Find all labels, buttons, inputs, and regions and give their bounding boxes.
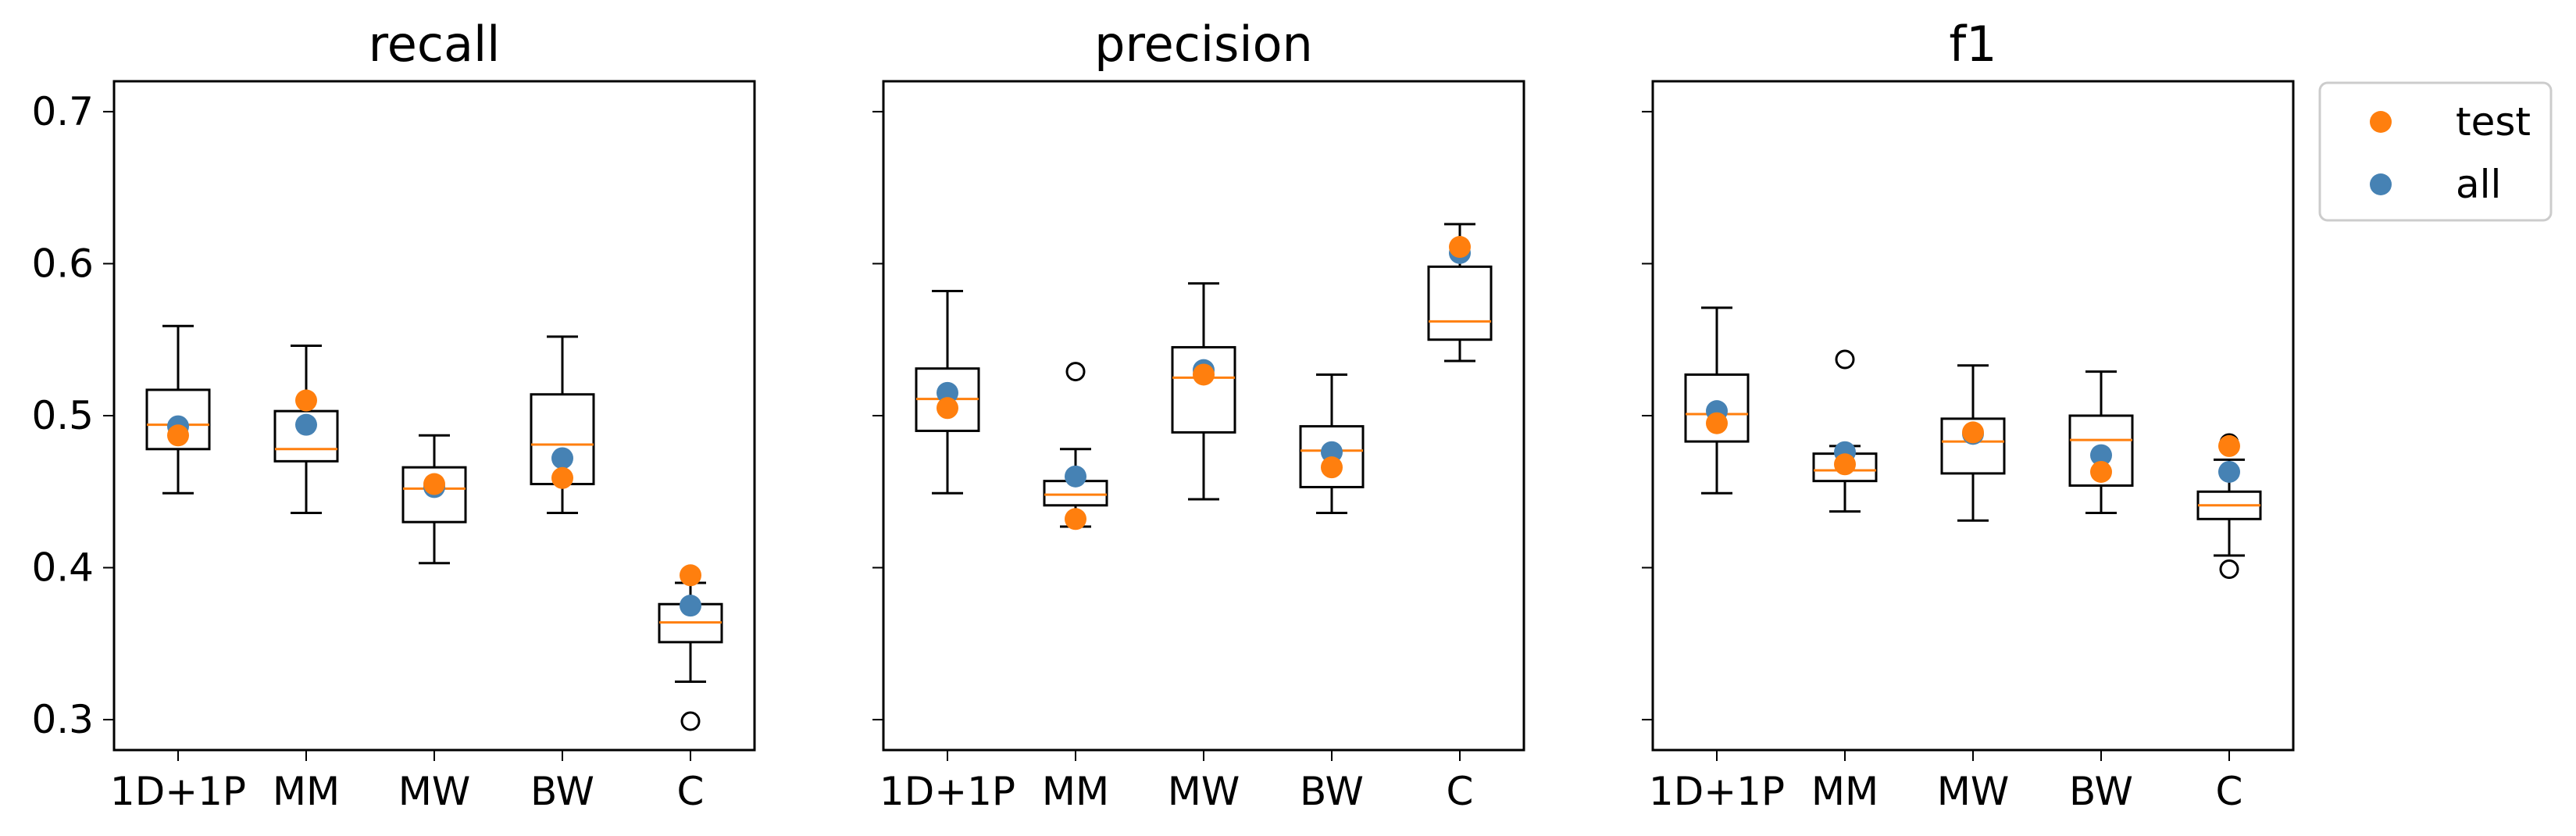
test-point [1065,508,1086,531]
test-point [1449,236,1471,259]
test-point [937,397,958,420]
test-point [1834,453,1856,476]
box-1D+1P [915,289,980,495]
panel-3: f1 1D+1P MM MW BW C [1642,16,2295,814]
panel-title: precision [1094,16,1313,73]
panel-2: precision 1D+1P MM MW BW C [872,16,1525,814]
outlier-point [1065,362,1086,382]
y-tick-label: 0.7 [31,89,94,134]
x-tick-label: C [1447,769,1474,814]
x-tick-label: BW [530,769,594,814]
test-legend-marker [2370,111,2392,133]
test-point [167,424,189,447]
test-point [1321,456,1343,479]
outlier-point [2219,559,2239,579]
panel-1: recall 0.3 0.4 0.5 0.6 0.7 1D+1P MM MW BW C [31,16,756,814]
test-point [295,389,317,412]
x-tick-label: MM [1811,769,1878,814]
legend-label-all: all [2456,162,2501,207]
x-tick-label: MW [398,769,471,814]
x-tick-label: 1D+1P [879,769,1015,814]
x-tick-label: MM [273,769,340,814]
y-tick-label: 0.3 [31,697,94,742]
box-BW [1299,373,1365,515]
x-tick-label: BW [2069,769,2133,814]
y-tick-label: 0.6 [31,241,94,286]
legend-label-test: test [2456,99,2531,145]
all-point [937,381,958,404]
panels: recall 0.3 0.4 0.5 0.6 0.7 1D+1P MM MW BW Cprecisi… [31,16,2295,814]
test-point [2218,434,2240,457]
x-tick-label: C [677,769,705,814]
box-1D+1P [145,324,211,495]
all-point [1321,441,1343,463]
test-point [423,473,445,495]
all-point [680,595,701,617]
x-tick-label: 1D+1P [110,769,246,814]
all-legend-marker [2370,173,2392,195]
box-BW [530,335,595,515]
all-point [1065,465,1086,488]
box-BW [2068,370,2134,515]
box-C [1427,223,1493,363]
box-MW [401,434,467,565]
panel-title: recall [369,16,501,73]
legend: test all [2318,81,2553,222]
axes-frame [882,80,1525,752]
test-point [1706,412,1728,434]
test-point [2090,460,2112,483]
iqr-box [145,388,211,451]
x-tick-label: BW [1300,769,1364,814]
x-tick-label: MW [1168,769,1240,814]
iqr-box [1299,425,1365,488]
iqr-box [401,466,467,523]
iqr-box [1684,373,1750,443]
test-point [680,564,701,587]
x-tick-label: MW [1937,769,2010,814]
iqr-box [2068,414,2134,487]
y-tick-label: 0.4 [31,545,94,591]
iqr-box [1427,265,1493,341]
iqr-box [1940,417,2006,475]
iqr-box [1171,345,1236,434]
all-point [295,413,317,436]
all-point [2090,444,2112,466]
x-tick-label: C [2216,769,2243,814]
test-point [551,466,573,489]
panel-title: f1 [1949,16,1996,73]
outlier-point [1835,349,1855,370]
all-point [551,447,573,470]
test-point [1962,421,1984,444]
outlier-point [680,711,701,731]
x-tick-label: 1D+1P [1649,769,1785,814]
test-point [1193,363,1215,386]
y-tick-label: 0.5 [31,393,94,438]
all-point [2218,460,2240,483]
x-tick-label: MM [1042,769,1109,814]
axes-frame [1651,80,2295,752]
axes-frame [112,80,756,752]
